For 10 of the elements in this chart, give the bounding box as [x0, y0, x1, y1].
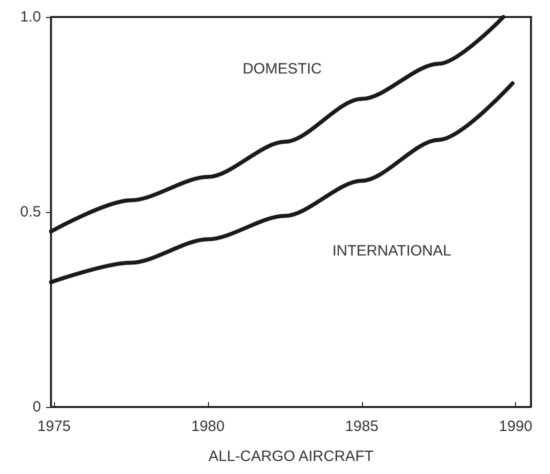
text: INTERNATIONAL	[332, 242, 452, 260]
x-axis-title: ALL-CARGO AIRCRAFT	[208, 448, 374, 465]
x-tick-label: 1985	[345, 418, 378, 435]
y-tick-label: 0.5	[20, 204, 41, 220]
x-tick-label: 1990	[498, 418, 532, 435]
y-tick-label: 1.0	[20, 8, 41, 26]
x-tick-label: 1975	[37, 418, 71, 435]
y-tick-label: 0	[32, 398, 41, 416]
x-tick-label: 1980	[191, 418, 225, 435]
text: DOMESTIC	[242, 60, 322, 78]
